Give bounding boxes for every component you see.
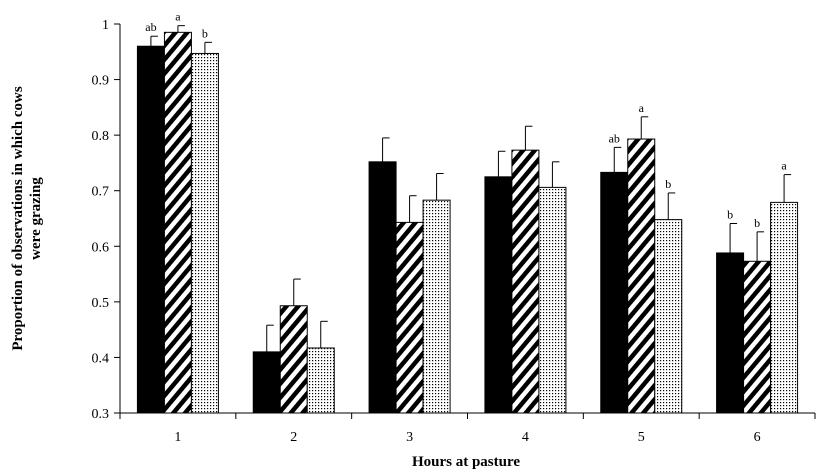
- bar: [190, 52, 219, 414]
- bar: [743, 260, 772, 414]
- y-tick-label: 0.9: [92, 74, 110, 89]
- x-tick-label: 6: [754, 430, 761, 445]
- x-axis-title: Hours at pasture: [412, 454, 520, 470]
- y-axis-title-line: were grazing: [28, 177, 44, 260]
- significance-label: a: [175, 10, 181, 24]
- x-tick-label: 3: [406, 430, 413, 445]
- bar: [163, 31, 192, 414]
- y-axis-title-line: Proportion of observations in which cows: [10, 86, 26, 350]
- significance-label: a: [639, 101, 645, 115]
- y-axis-ticks: 0.3 0.4 0.5 0.6 0.7 0.8 0.9 1: [92, 18, 120, 422]
- bar: [538, 186, 567, 414]
- bar: [395, 221, 424, 414]
- bar: [627, 138, 656, 414]
- x-tick-label: 4: [522, 430, 529, 445]
- x-tick-label: 5: [638, 430, 645, 445]
- bar: [368, 161, 397, 414]
- bar: [511, 149, 540, 414]
- significance-label: a: [781, 159, 787, 173]
- bar: [136, 45, 165, 414]
- bar: [600, 171, 629, 414]
- bar: [306, 347, 335, 414]
- significance-label: b: [665, 177, 671, 191]
- y-tick-label: 1: [102, 18, 109, 33]
- significance-label: ab: [609, 131, 620, 145]
- significance-label: b: [202, 26, 208, 40]
- x-tick-label: 1: [174, 430, 181, 445]
- bar: [279, 305, 308, 414]
- bar: [716, 252, 745, 414]
- y-tick-label: 0.5: [92, 296, 110, 311]
- y-axis-title: Proportion of observations in which cows…: [10, 86, 44, 350]
- x-tick-label: 2: [290, 430, 297, 445]
- x-axis-ticks: 1 2 3 4 5 6: [119, 413, 816, 445]
- bar: [484, 176, 513, 414]
- y-tick-label: 0.6: [92, 240, 110, 255]
- axes: [119, 24, 815, 414]
- significance-label: b: [727, 208, 733, 222]
- significance-label: ab: [145, 20, 156, 34]
- y-tick-label: 0.3: [92, 407, 110, 422]
- bar: [654, 219, 683, 414]
- significance-label: b: [754, 216, 760, 230]
- bar: [770, 201, 799, 414]
- bar: [252, 351, 281, 414]
- y-tick-label: 0.4: [92, 351, 110, 366]
- bar: [422, 199, 451, 414]
- y-tick-label: 0.8: [92, 129, 110, 144]
- y-tick-label: 0.7: [92, 185, 110, 200]
